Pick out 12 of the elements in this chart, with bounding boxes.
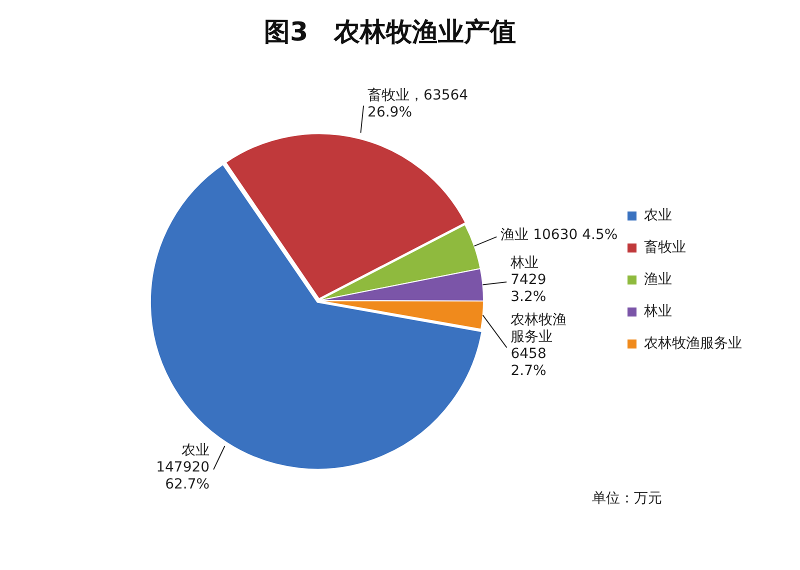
legend-label: 林业 [643, 304, 672, 320]
chart-title: 图3 农林牧渔业产值 [264, 17, 516, 48]
legend-label: 农业 [644, 208, 672, 224]
legend-label: 农林牧渔服务业 [644, 336, 742, 352]
data-label: 渔业 10630 4.5% [500, 226, 618, 243]
data-label: 林业 7429 3.2% [510, 255, 546, 306]
data-label: 农业 147920 62.7% [156, 442, 210, 493]
text: 单位：万元 [592, 490, 662, 507]
legend-label: 畜牧业 [644, 238, 686, 256]
data-label: 农林牧渔服务业 6458 2.7% [510, 312, 567, 380]
data-label: 畜牧业，63564 26.9% [368, 86, 468, 120]
legend-label: 渔业 [644, 272, 672, 288]
